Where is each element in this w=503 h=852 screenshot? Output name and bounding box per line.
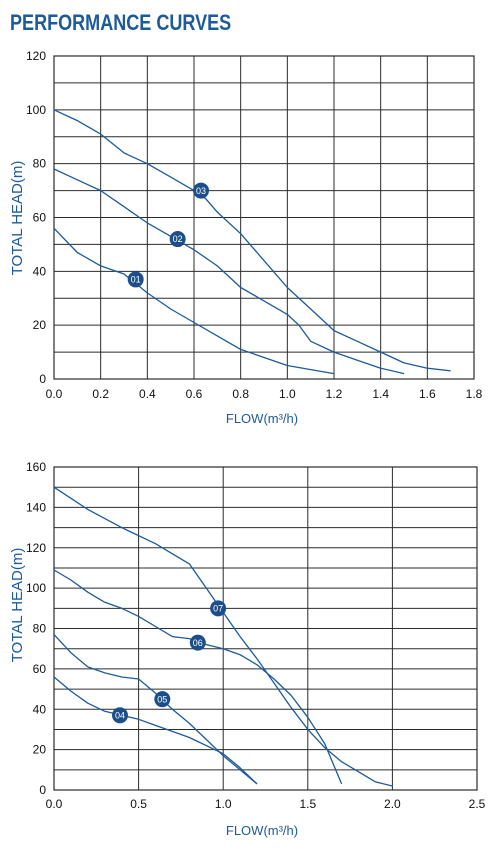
series-label-04: 04 bbox=[115, 711, 125, 721]
y-tick-label: 120 bbox=[26, 541, 46, 555]
series-marker-03 bbox=[193, 182, 209, 199]
y-tick-label: 60 bbox=[33, 662, 47, 676]
x-tick-label: 2.5 bbox=[469, 797, 486, 811]
x-tick-label: 0.2 bbox=[92, 387, 109, 401]
x-tick-label: 1.6 bbox=[419, 387, 436, 401]
y-axis-label: TOTAL HEAD(m) bbox=[9, 548, 26, 663]
series-marker-01 bbox=[127, 271, 144, 288]
y-tick-label: 0 bbox=[39, 783, 46, 797]
x-tick-label: 1.8 bbox=[466, 387, 483, 401]
series-line-03 bbox=[53, 109, 451, 372]
y-tick-label: 40 bbox=[33, 702, 47, 716]
plot-frame bbox=[53, 466, 478, 791]
y-tick-label: 20 bbox=[33, 743, 47, 757]
series-line-01 bbox=[53, 227, 335, 375]
series-label-05: 05 bbox=[157, 694, 167, 704]
series-label-01: 01 bbox=[131, 275, 141, 285]
series-line-06 bbox=[53, 569, 343, 785]
y-axis-label: TOTAL HEAD(m) bbox=[9, 161, 26, 276]
series-label-07: 07 bbox=[213, 604, 223, 614]
x-tick-label: 2.0 bbox=[384, 797, 401, 811]
x-tick-label: 1.0 bbox=[279, 387, 296, 401]
y-tick-label: 20 bbox=[33, 318, 47, 332]
series-marker-02 bbox=[169, 231, 186, 248]
x-tick-label: 0.0 bbox=[46, 387, 63, 401]
series-marker-06 bbox=[189, 634, 206, 651]
series-marker-07 bbox=[210, 600, 227, 617]
y-tick-label: 160 bbox=[26, 460, 46, 474]
x-tick-label: 1.0 bbox=[215, 797, 232, 811]
x-tick-label: 0.0 bbox=[46, 797, 63, 811]
x-tick-label: 1.4 bbox=[372, 387, 389, 401]
y-tick-label: 120 bbox=[26, 49, 46, 63]
x-axis-label: FLOW(m³/h) bbox=[226, 411, 298, 426]
y-tick-label: 140 bbox=[26, 500, 46, 514]
y-tick-label: 100 bbox=[26, 581, 46, 595]
x-tick-label: 0.4 bbox=[139, 387, 156, 401]
y-tick-label: 0 bbox=[39, 372, 46, 386]
x-tick-label: 0.6 bbox=[186, 387, 203, 401]
series-line-05 bbox=[53, 634, 258, 785]
x-tick-label: 0.5 bbox=[130, 797, 147, 811]
page-title: PERFORMANCE CURVES bbox=[10, 10, 232, 35]
y-tick-label: 100 bbox=[26, 103, 46, 117]
y-tick-label: 80 bbox=[33, 157, 47, 171]
series-line-07 bbox=[53, 486, 393, 787]
series-line-04 bbox=[53, 676, 258, 785]
series-marker-04 bbox=[111, 707, 128, 724]
x-axis-label: FLOW(m³/h) bbox=[226, 823, 298, 838]
x-tick-label: 1.5 bbox=[299, 797, 316, 811]
x-tick-label: 0.8 bbox=[232, 387, 249, 401]
y-tick-label: 60 bbox=[33, 211, 47, 225]
plot-frame bbox=[53, 55, 475, 380]
y-tick-label: 80 bbox=[33, 622, 47, 636]
series-label-06: 06 bbox=[193, 638, 203, 648]
series-marker-05 bbox=[154, 691, 171, 708]
y-tick-label: 40 bbox=[33, 264, 47, 278]
series-label-03: 03 bbox=[196, 186, 206, 196]
series-line-02 bbox=[53, 168, 405, 375]
series-label-02: 02 bbox=[173, 234, 183, 244]
x-tick-label: 1.2 bbox=[326, 387, 343, 401]
